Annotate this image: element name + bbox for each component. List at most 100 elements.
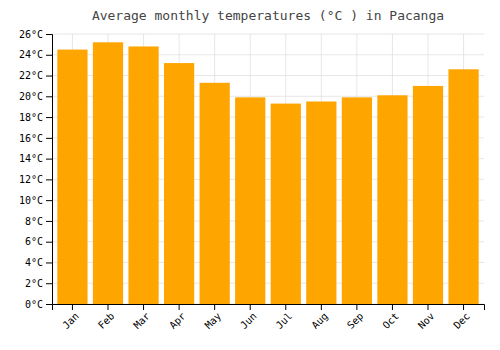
- y-tick-mark: [46, 304, 52, 305]
- y-tick-mark: [46, 34, 52, 35]
- y-tick-mark: [46, 138, 52, 139]
- x-tick-mark: [143, 304, 144, 310]
- y-tick-mark: [46, 262, 52, 263]
- y-axis-line: [46, 35, 53, 305]
- y-tick: 26°C: [19, 29, 52, 40]
- y-tick-label: 22°C: [19, 70, 43, 81]
- x-axis-line: [53, 305, 485, 311]
- x-tick-label: Aug: [309, 310, 330, 331]
- y-tick-mark: [46, 159, 52, 160]
- y-tick-label: 8°C: [25, 216, 43, 227]
- x-tick: Jul: [274, 304, 295, 331]
- x-tick: Oct: [380, 304, 401, 331]
- y-tick-mark: [46, 283, 52, 284]
- x-tick-label: Apr: [167, 310, 188, 331]
- y-tick: 4°C: [25, 257, 52, 268]
- y-tick-label: 12°C: [19, 174, 43, 185]
- x-tick: Jan: [60, 304, 81, 331]
- x-tick-mark: [356, 304, 357, 310]
- x-tick-mark: [72, 304, 73, 310]
- x-tick: May: [203, 304, 224, 331]
- bar: [235, 97, 265, 304]
- bar: [57, 50, 87, 304]
- y-tick: 20°C: [19, 91, 52, 102]
- x-tick: Aug: [309, 304, 330, 331]
- x-tick-label: Sep: [345, 310, 366, 331]
- x-tick-label: Oct: [380, 310, 401, 331]
- bars: [57, 42, 478, 304]
- x-tick: Mar: [131, 304, 152, 331]
- bar: [200, 83, 230, 304]
- y-tick-label: 2°C: [25, 278, 43, 289]
- bar: [448, 69, 478, 304]
- y-axis: 0°C 2°C 4°C 6°C 8°C 10°C 12°C 14°C 16°C 18°C 20°C 2…: [19, 29, 53, 310]
- y-tick: 10°C: [19, 195, 52, 206]
- x-tick-mark: [250, 304, 251, 310]
- bar: [271, 104, 301, 304]
- x-tick-mark: [214, 304, 215, 310]
- y-tick-label: 10°C: [19, 195, 43, 206]
- grid-line-y: [52, 34, 484, 35]
- bar: [377, 95, 407, 304]
- x-tick: Nov: [416, 304, 437, 331]
- x-tick-label: Mar: [131, 310, 152, 331]
- x-tick: Apr: [167, 304, 188, 331]
- y-tick-label: 16°C: [19, 133, 43, 144]
- x-tick-mark: [463, 304, 464, 310]
- x-tick: Dec: [451, 304, 472, 331]
- bar: [93, 42, 123, 304]
- y-tick-label: 14°C: [19, 153, 43, 164]
- y-tick-label: 26°C: [19, 29, 43, 40]
- x-tick-mark: [321, 304, 322, 310]
- y-tick: 24°C: [19, 49, 52, 60]
- y-tick-mark: [46, 117, 52, 118]
- bar: [306, 102, 336, 305]
- y-tick: 22°C: [19, 70, 52, 81]
- y-tick-label: 24°C: [19, 49, 43, 60]
- x-tick: Sep: [345, 304, 366, 331]
- chart-container: 0°C 2°C 4°C 6°C 8°C 10°C 12°C 14°C 16°C 18°C 20°C 2…: [0, 0, 500, 350]
- x-tick-label: Jul: [274, 310, 295, 331]
- x-tick-label: May: [203, 310, 224, 331]
- y-tick: 18°C: [19, 112, 52, 123]
- y-tick-mark: [46, 179, 52, 180]
- chart-svg: 0°C 2°C 4°C 6°C 8°C 10°C 12°C 14°C 16°C 18°C 20°C 2…: [0, 0, 500, 350]
- grid: [52, 34, 484, 304]
- y-tick-label: 4°C: [25, 257, 43, 268]
- y-tick: 6°C: [25, 236, 52, 247]
- x-tick-mark: [108, 304, 109, 310]
- y-tick: 14°C: [19, 153, 52, 164]
- y-tick-label: 0°C: [25, 299, 43, 310]
- bar: [342, 97, 372, 304]
- x-tick-label: Feb: [96, 310, 117, 331]
- bar: [164, 63, 194, 304]
- y-tick: 8°C: [25, 216, 52, 227]
- y-tick-mark: [46, 76, 52, 77]
- x-tick-label: Jun: [238, 310, 259, 331]
- x-tick-label: Dec: [451, 310, 472, 331]
- y-tick: 2°C: [25, 278, 52, 289]
- x-tick-mark: [179, 304, 180, 310]
- bar: [413, 86, 443, 304]
- x-tick-label: Nov: [416, 310, 437, 331]
- y-tick-mark: [46, 96, 52, 97]
- y-tick-mark: [46, 200, 52, 201]
- y-tick: 16°C: [19, 133, 52, 144]
- y-tick-mark: [46, 55, 52, 56]
- y-tick-mark: [46, 242, 52, 243]
- plot: 0°C 2°C 4°C 6°C 8°C 10°C 12°C 14°C 16°C 18°C 20°C 2…: [19, 29, 485, 331]
- y-tick-label: 18°C: [19, 112, 43, 123]
- y-tick-label: 6°C: [25, 236, 43, 247]
- x-tick-mark: [392, 304, 393, 310]
- x-tick: Feb: [96, 304, 117, 331]
- x-tick: Jun: [238, 304, 259, 331]
- y-tick: 0°C: [25, 299, 52, 310]
- x-tick-mark: [428, 304, 429, 310]
- y-tick-mark: [46, 221, 52, 222]
- y-tick-label: 20°C: [19, 91, 43, 102]
- y-tick: 12°C: [19, 174, 52, 185]
- x-tick-label: Jan: [60, 310, 81, 331]
- title: Average monthly temperatures (°C ) in Pa…: [92, 8, 444, 23]
- bar: [128, 46, 158, 304]
- x-axis: Jan Feb Mar Apr May Jun Jul Aug Sep Oct Nov Dec: [53, 304, 485, 331]
